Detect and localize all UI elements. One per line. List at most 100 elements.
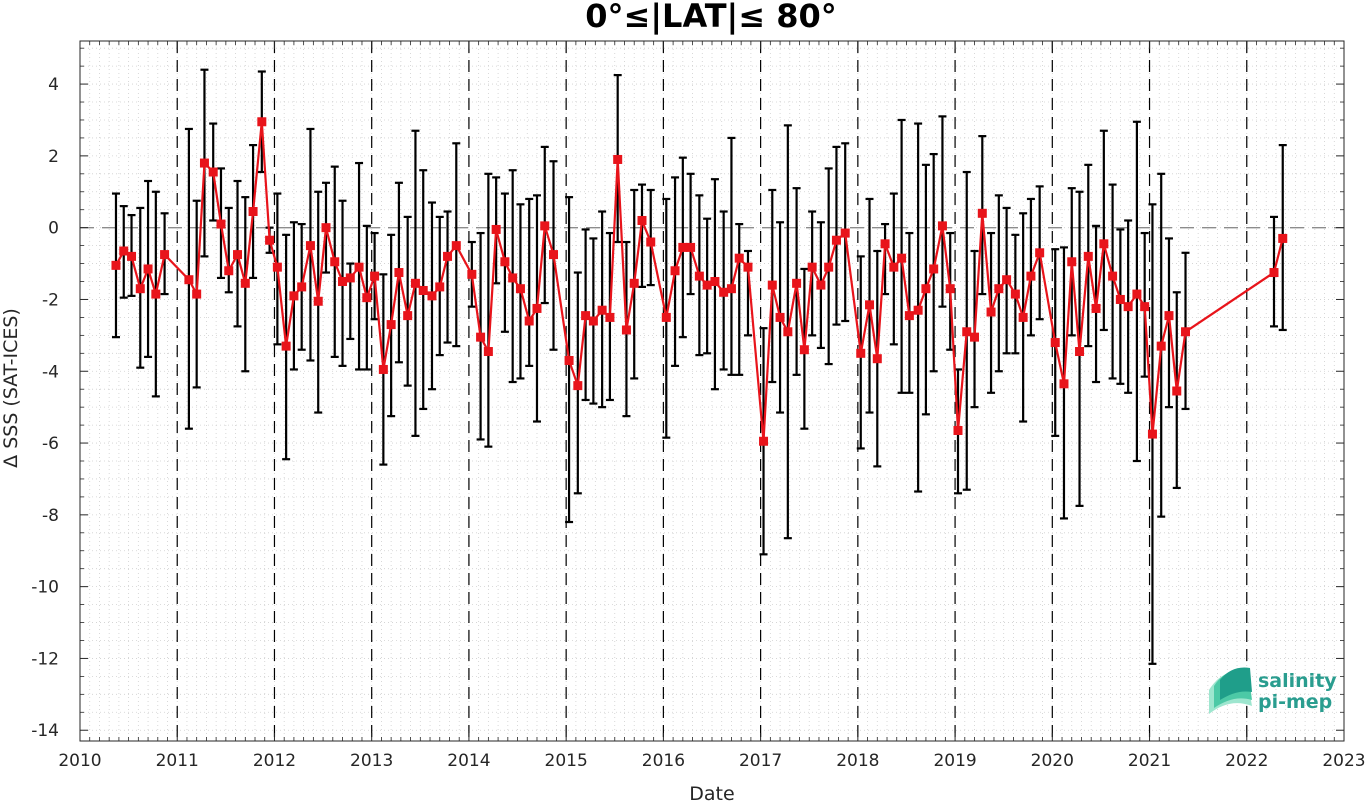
data-point-marker [719, 287, 729, 297]
data-point-marker [1181, 327, 1191, 337]
y-tick-label: -2 [42, 290, 59, 310]
x-tick-labels: 2010 2011 2012 2013 2014 2015 2016 2017 2018 2019… [58, 751, 1365, 771]
data-point-marker [233, 250, 243, 260]
data-point-marker [865, 300, 875, 310]
data-point-marker [345, 273, 355, 283]
data-point-marker [476, 332, 486, 342]
data-point-marker [216, 219, 226, 229]
x-axis-label: Date [689, 783, 734, 801]
data-point-marker [394, 268, 404, 278]
y-tick-label: -14 [31, 721, 59, 741]
wave-icon [1209, 667, 1252, 714]
data-point-marker [1269, 268, 1279, 278]
x-tick-label: 2011 [156, 751, 199, 771]
data-point-marker [1172, 386, 1182, 396]
data-point-marker [370, 271, 380, 281]
data-point-marker [646, 237, 656, 247]
data-point-marker [1091, 303, 1101, 313]
data-point-marker [597, 305, 607, 315]
data-point-marker [799, 345, 809, 355]
data-point-marker [1147, 429, 1157, 439]
data-point-marker [467, 269, 477, 279]
data-point-marker [573, 381, 583, 391]
data-point-marker [119, 246, 129, 256]
data-point-marker [1123, 302, 1133, 312]
x-tick-label: 2010 [58, 751, 101, 771]
data-point-marker [913, 305, 923, 315]
data-point-marker [970, 332, 980, 342]
data-point-marker [694, 271, 704, 281]
data-point-marker [1140, 302, 1150, 312]
y-tick-label: -10 [31, 578, 59, 598]
x-tick-label: 2018 [836, 751, 879, 771]
data-point-marker [759, 436, 769, 446]
data-point-marker [734, 253, 744, 263]
x-tick-label: 2021 [1128, 751, 1171, 771]
data-point-marker [532, 303, 542, 313]
data-point-marker [840, 228, 850, 238]
data-point-marker [743, 262, 753, 272]
x-tick-label: 2015 [545, 751, 588, 771]
data-point-marker [621, 325, 631, 335]
data-point-marker [937, 221, 947, 231]
data-point-marker [726, 284, 736, 294]
data-point-marker [807, 262, 817, 272]
data-point-marker [354, 262, 364, 272]
data-point-marker [824, 262, 834, 272]
data-point-marker [524, 316, 534, 326]
data-point-marker [540, 221, 550, 231]
data-point-marker [451, 241, 461, 251]
data-point-marker [1059, 379, 1069, 389]
data-point-marker [1050, 338, 1060, 348]
data-point-marker [515, 284, 525, 294]
data-point-marker [289, 291, 299, 301]
data-point-marker [767, 280, 777, 290]
data-point-marker [338, 277, 348, 287]
data-point-marker [613, 154, 623, 164]
data-point-marker [977, 208, 987, 218]
x-tick-label: 2020 [1031, 751, 1074, 771]
data-point-marker [1035, 248, 1045, 258]
x-tick-label: 2016 [642, 751, 685, 771]
data-point-marker [831, 235, 841, 245]
data-point-marker [248, 207, 258, 217]
data-point-marker [921, 284, 931, 294]
logo-line2: pi-mep [1258, 691, 1332, 713]
data-point-marker [265, 235, 275, 245]
data-point-marker [257, 117, 267, 127]
x-tick-label: 2017 [739, 751, 782, 771]
data-point-marker [500, 257, 510, 267]
logo-line1: salinity [1258, 670, 1337, 692]
data-point-marker [313, 296, 323, 306]
axis-ticks [79, 41, 1345, 741]
data-point-marker [1156, 341, 1166, 351]
x-tick-label: 2013 [350, 751, 393, 771]
y-tick-label: 0 [48, 219, 59, 239]
data-point-marker [872, 354, 882, 364]
data-point-marker [378, 364, 388, 374]
data-point-marker [1132, 289, 1142, 299]
data-point-marker [199, 158, 209, 168]
y-tick-label: -6 [42, 434, 59, 454]
data-point-marker [1099, 239, 1109, 249]
data-point-marker [160, 250, 170, 260]
data-point-marker [605, 312, 615, 322]
data-point-marker [491, 224, 501, 234]
x-tick-label: 2022 [1225, 751, 1268, 771]
data-point-marker [483, 347, 493, 357]
data-point-marker [702, 280, 712, 290]
data-point-marker [386, 320, 396, 330]
x-tick-label: 2012 [253, 751, 296, 771]
data-point-marker [427, 291, 437, 301]
data-point-marker [224, 266, 234, 276]
grid [79, 41, 1345, 741]
y-tick-label: -8 [42, 506, 59, 526]
data-point-marker [305, 241, 315, 251]
data-point-marker [588, 316, 598, 326]
data-point-marker [549, 250, 559, 260]
chart-title: 0°≤|LAT|≤ 80° [585, 0, 836, 36]
data-point-marker [1164, 311, 1174, 321]
data-point-marker [192, 289, 202, 299]
data-point-marker [1083, 251, 1093, 261]
